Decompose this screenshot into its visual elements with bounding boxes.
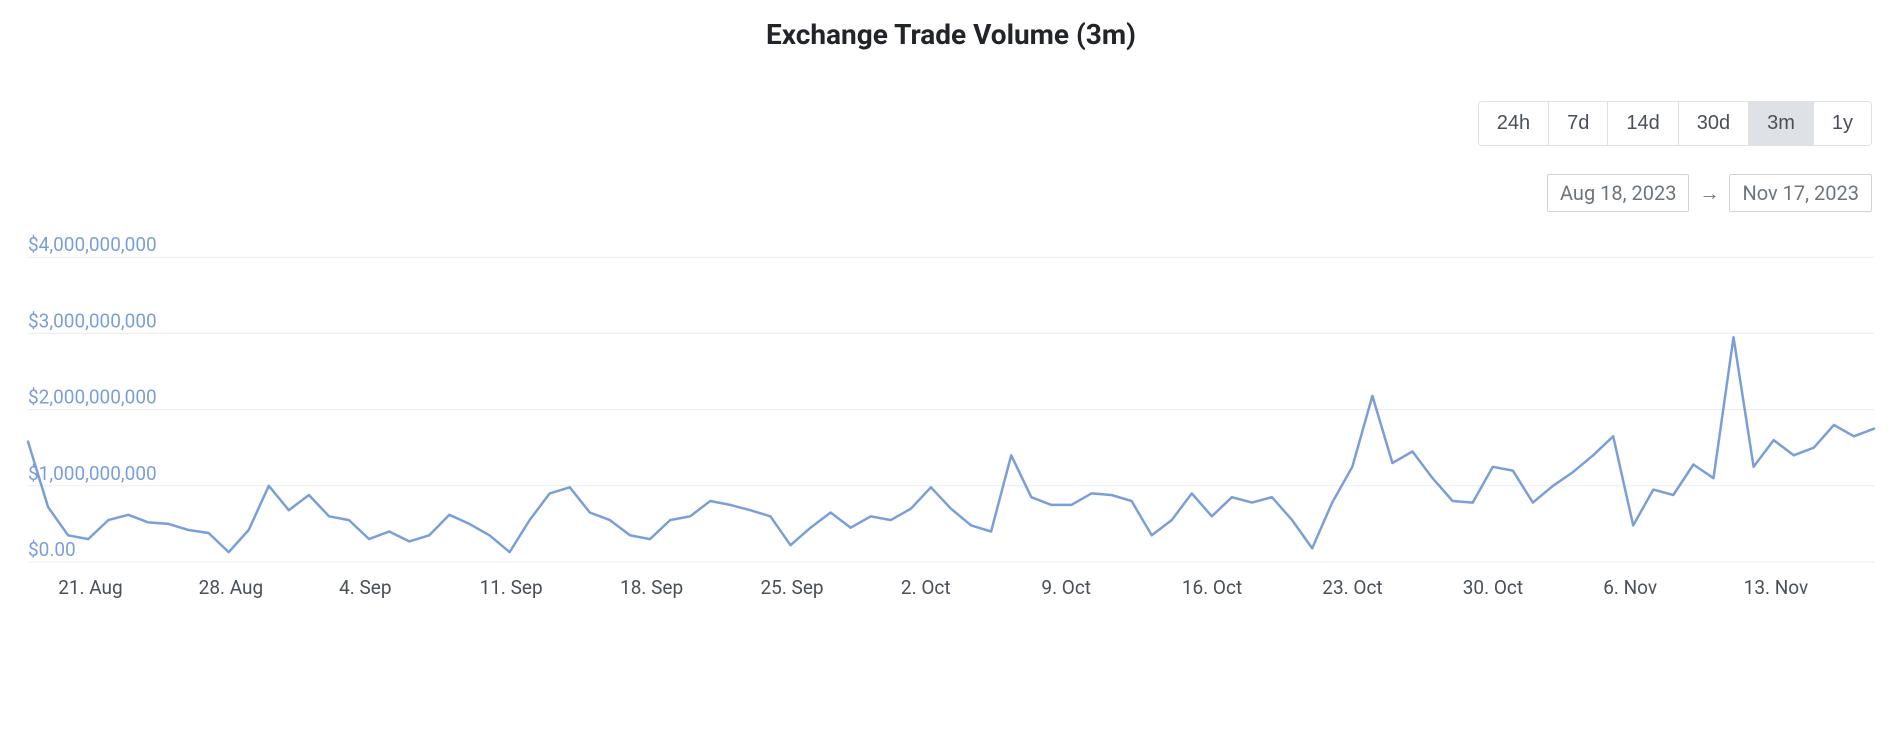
svg-text:2. Oct: 2. Oct <box>901 576 951 599</box>
svg-text:6. Nov: 6. Nov <box>1603 576 1657 599</box>
svg-text:$2,000,000,000: $2,000,000,000 <box>28 386 157 409</box>
svg-text:13. Nov: 13. Nov <box>1744 576 1809 599</box>
range-1y-button[interactable]: 1y <box>1814 102 1871 145</box>
range-30d-button[interactable]: 30d <box>1679 102 1749 145</box>
svg-text:11. Sep: 11. Sep <box>480 576 543 599</box>
volume-line-chart: $0.00 $1,000,000,000 $2,000,000,000 $3,000,… <box>20 232 1882 612</box>
range-7d-button[interactable]: 7d <box>1549 102 1608 145</box>
range-button-group: 24h7d14d30d3m1y <box>1478 101 1872 146</box>
svg-text:4. Sep: 4. Sep <box>339 576 391 599</box>
chart-area: $0.00 $1,000,000,000 $2,000,000,000 $3,000,… <box>20 232 1882 612</box>
svg-text:21. Aug: 21. Aug <box>58 576 123 599</box>
range-3m-button[interactable]: 3m <box>1749 102 1814 145</box>
svg-text:23. Oct: 23. Oct <box>1322 576 1382 599</box>
svg-text:$4,000,000,000: $4,000,000,000 <box>28 233 157 256</box>
svg-text:28. Aug: 28. Aug <box>199 576 264 599</box>
svg-text:$0.00: $0.00 <box>28 538 76 561</box>
svg-text:9. Oct: 9. Oct <box>1041 576 1091 599</box>
svg-text:25. Sep: 25. Sep <box>760 576 823 599</box>
svg-text:18. Sep: 18. Sep <box>620 576 683 599</box>
chart-controls: 24h7d14d30d3m1y Aug 18, 2023 → Nov 17, 2… <box>20 101 1882 212</box>
svg-text:16. Oct: 16. Oct <box>1182 576 1242 599</box>
chart-title: Exchange Trade Volume (3m) <box>20 18 1882 51</box>
svg-text:$3,000,000,000: $3,000,000,000 <box>28 309 157 332</box>
range-14d-button[interactable]: 14d <box>1608 102 1678 145</box>
date-range-row: Aug 18, 2023 → Nov 17, 2023 <box>1547 174 1872 212</box>
arrow-right-icon: → <box>1699 181 1719 206</box>
svg-text:$1,000,000,000: $1,000,000,000 <box>28 462 157 485</box>
range-24h-button[interactable]: 24h <box>1479 102 1549 145</box>
date-from-field[interactable]: Aug 18, 2023 <box>1547 174 1690 212</box>
svg-text:30. Oct: 30. Oct <box>1463 576 1523 599</box>
date-to-field[interactable]: Nov 17, 2023 <box>1729 174 1872 212</box>
